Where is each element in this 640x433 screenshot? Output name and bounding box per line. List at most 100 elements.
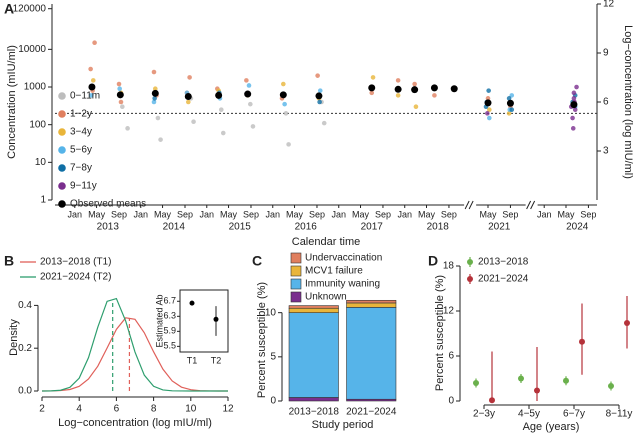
mean-point	[411, 86, 419, 94]
data-point	[153, 86, 158, 92]
data-point	[88, 93, 94, 98]
x-tick-label: 10	[185, 404, 197, 415]
data-point	[117, 86, 122, 92]
y-tick-label: 0	[448, 396, 454, 407]
legend-label: 2013−2018	[478, 257, 529, 268]
legend-marker	[58, 200, 66, 208]
data-point	[395, 93, 401, 98]
data-point	[220, 130, 226, 136]
data-point	[509, 93, 515, 98]
data-point	[282, 101, 287, 107]
x-tick-label: Sep	[441, 209, 457, 219]
year-label: 2021	[488, 222, 511, 233]
legend-label: Undervaccination	[305, 253, 382, 264]
data-point	[250, 124, 256, 129]
x-tick-label: 2021−2024	[346, 407, 397, 418]
y-tick-label: 1	[40, 195, 46, 206]
data-point	[158, 137, 163, 142]
legend-label: Observed means	[70, 199, 146, 210]
data-point	[486, 88, 491, 93]
data-point	[572, 107, 578, 112]
x-tick-label: Sep	[309, 209, 325, 219]
axis-title: Estimated Ab	[154, 294, 164, 347]
y-tick-label: 5	[270, 351, 276, 362]
mean-point	[570, 101, 578, 109]
axis-break	[464, 200, 470, 210]
y-tick-label: 18	[443, 261, 455, 272]
mean-point	[315, 92, 323, 100]
x-tick-label: Jan	[200, 209, 215, 219]
legend-label: 5−6y	[70, 145, 92, 156]
legend-label: 3−4y	[70, 127, 92, 138]
data-point	[485, 96, 491, 101]
y-tick-label: 0	[270, 396, 276, 407]
estimate-point	[608, 383, 614, 389]
x-tick-label: Jan	[266, 209, 281, 219]
bar-segment	[288, 305, 339, 309]
data-point	[432, 93, 437, 98]
bar-segment	[346, 299, 397, 304]
data-point	[151, 99, 157, 105]
mean-point	[484, 99, 492, 107]
x-tick-label: May	[88, 209, 106, 219]
data-point	[187, 75, 192, 80]
mean-point	[88, 83, 96, 91]
legend-marker	[58, 182, 66, 190]
x-tick-label: 8−11y	[606, 409, 633, 420]
legend-marker	[58, 146, 66, 154]
data-point	[88, 66, 93, 72]
data-point	[120, 104, 125, 110]
data-point	[244, 78, 249, 83]
mean-point	[244, 90, 252, 98]
legend-label: 2021−2024 (T2)	[40, 272, 111, 283]
year-label: 2024	[566, 222, 589, 233]
estimate-point	[579, 338, 585, 345]
x-tick-label: 6−7y	[563, 409, 585, 420]
x-tick-label: 12	[222, 404, 234, 415]
legend-label: 7−8y	[70, 163, 92, 174]
data-point	[487, 107, 492, 112]
legend-swatch	[290, 291, 302, 303]
x-tick-label: Jan	[537, 209, 552, 219]
inset-point	[213, 316, 219, 322]
data-point	[283, 111, 289, 116]
x-tick-label: Sep	[502, 209, 518, 219]
data-point	[286, 142, 291, 147]
x-tick-label: 4−5y	[518, 409, 540, 420]
estimate-point	[518, 375, 524, 382]
data-point	[321, 120, 327, 126]
data-point	[246, 83, 252, 88]
inset-y-tick-label: 6.3	[163, 311, 176, 321]
data-point	[317, 88, 323, 93]
estimate-point	[534, 387, 540, 394]
axis-title: Density	[8, 319, 20, 356]
data-point	[116, 81, 122, 87]
inset-frame	[179, 289, 229, 353]
inset-y-tick-label: 5.9	[163, 326, 176, 336]
data-point	[485, 111, 490, 116]
y2-axis-title: Log−concentration (log mIU/ml)	[622, 25, 634, 179]
legend-marker	[467, 259, 473, 265]
x-tick-label: 8	[151, 404, 157, 415]
year-label: 2016	[295, 222, 318, 233]
mean-point	[215, 91, 223, 99]
year-label: 2014	[163, 222, 186, 233]
data-point	[118, 99, 124, 105]
x-tick-label: 2−3y	[473, 409, 495, 420]
data-point	[317, 99, 322, 105]
y-tick-label: 100	[29, 119, 46, 130]
density-line	[41, 297, 228, 392]
data-point	[412, 81, 417, 87]
data-point	[506, 111, 512, 116]
x-tick-label: May	[220, 209, 238, 219]
panel-label: C	[252, 253, 262, 269]
axis-break	[526, 200, 532, 210]
x-tick-label: Sep	[375, 209, 391, 219]
legend-marker	[58, 110, 66, 118]
estimate-point	[473, 380, 479, 386]
x-tick-label: May	[479, 209, 497, 219]
x-tick-label: Sep	[111, 209, 127, 219]
density-line	[41, 317, 229, 392]
legend-marker	[58, 128, 66, 136]
x-axis-title: Log−concentration (log mIU/ml)	[58, 417, 212, 429]
